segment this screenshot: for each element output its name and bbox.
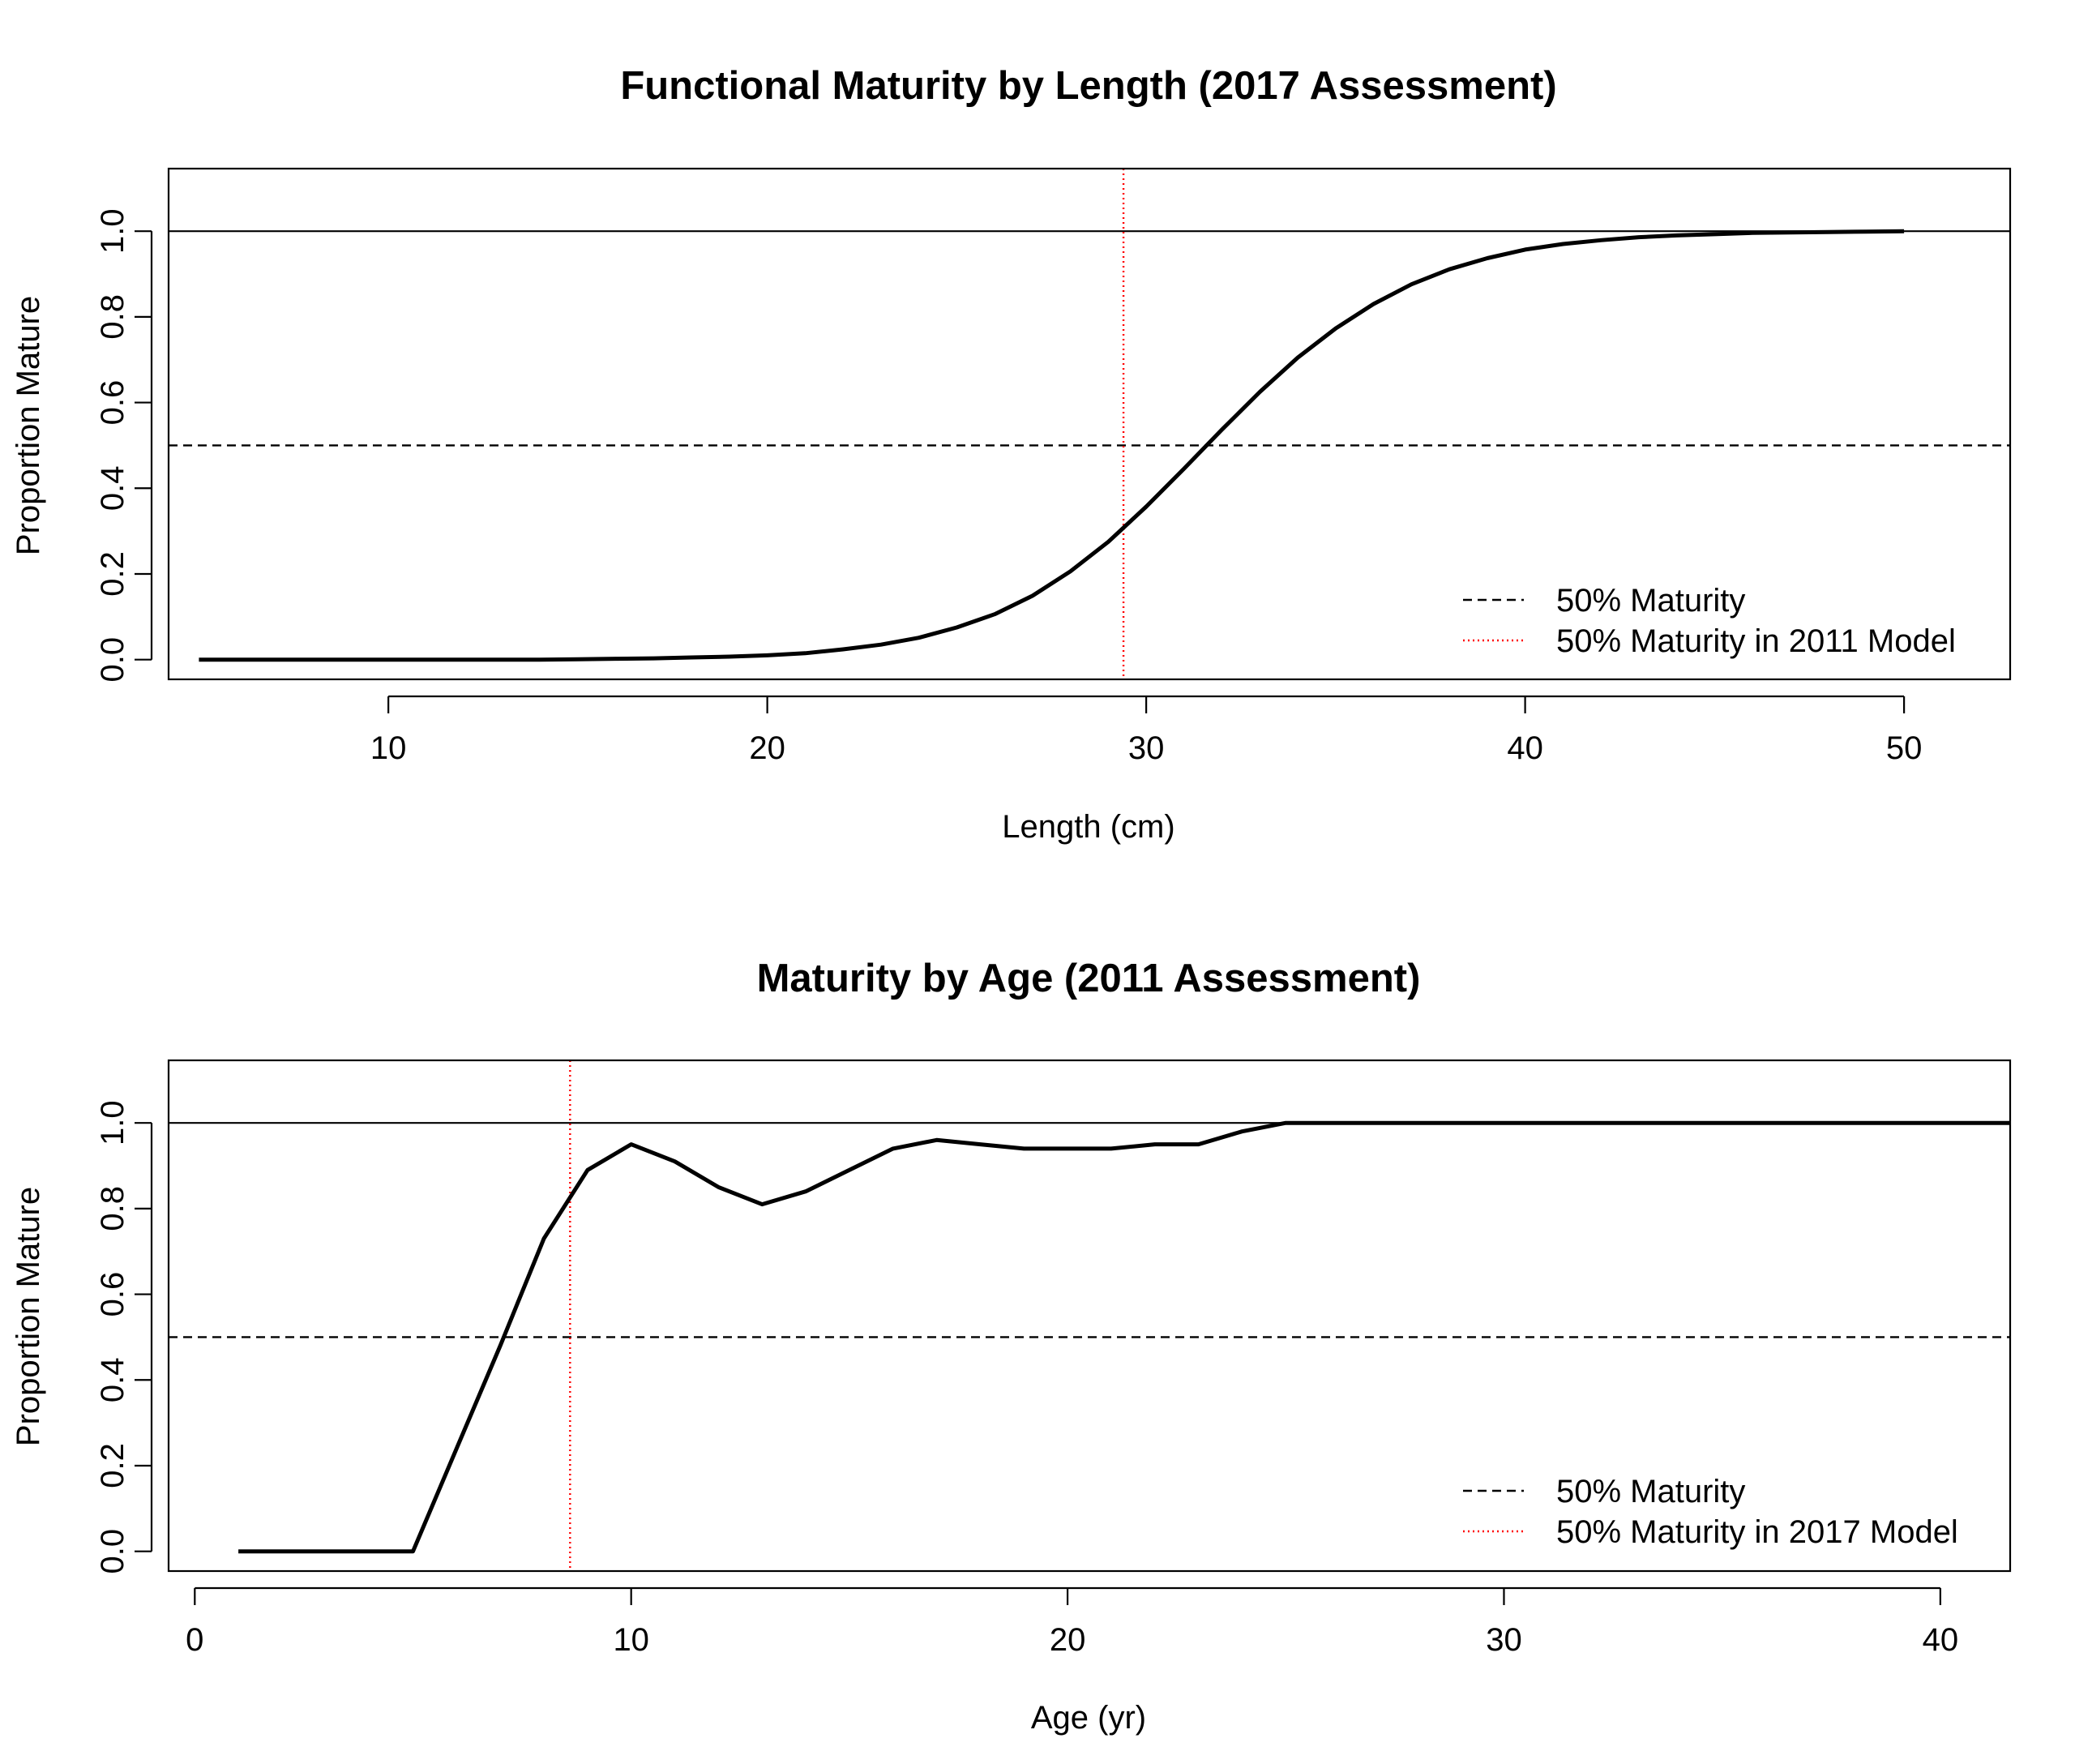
y-axis-label: Proportion Mature xyxy=(11,1187,46,1446)
y-tick-label: 0.0 xyxy=(95,1529,130,1574)
y-tick-label: 0.4 xyxy=(95,465,130,511)
plot-frame xyxy=(167,167,2012,681)
chart-title: Maturity by Age (2011 Assessment) xyxy=(757,957,1421,1000)
y-tick-label: 1.0 xyxy=(95,208,130,254)
chart-title: Functional Maturity by Length (2017 Asse… xyxy=(620,64,1556,108)
x-tick-label: 20 xyxy=(749,730,785,766)
length-maturity-panel: Functional Maturity by Length (2017 Asse… xyxy=(11,64,2012,845)
legend-label-dotted: 50% Maturity in 2017 Model xyxy=(1556,1514,1958,1550)
y-tick-label: 0.2 xyxy=(95,1443,130,1488)
y-tick-label: 0.2 xyxy=(95,551,130,597)
y-tick-label: 0.6 xyxy=(95,380,130,426)
x-tick-label: 0 xyxy=(186,1622,203,1658)
legend-label-dotted: 50% Maturity in 2011 Model xyxy=(1556,623,1956,659)
plot-frame xyxy=(167,1059,2012,1573)
y-tick-label: 1.0 xyxy=(95,1100,130,1145)
y-tick-label: 0.0 xyxy=(95,637,130,683)
plot-marks: 10 20 30 40 50 0.0 0.2 0.4 0.6 0.8 1.0 xyxy=(95,167,2012,766)
y-tick-label: 0.6 xyxy=(95,1272,130,1317)
legend-label-dashed: 50% Maturity xyxy=(1556,1474,1745,1509)
x-tick-label: 20 xyxy=(1050,1622,1086,1658)
x-tick-label: 30 xyxy=(1486,1622,1522,1658)
x-tick-label: 40 xyxy=(1923,1622,1959,1658)
legend: 50% Maturity 50% Maturity in 2011 Model xyxy=(1463,583,1956,659)
x-tick-label: 40 xyxy=(1507,730,1543,766)
maturity-curve xyxy=(238,1120,2010,1554)
x-tick-label: 50 xyxy=(1886,730,1923,766)
y-tick-label: 0.4 xyxy=(95,1357,130,1402)
x-axis-label: Length (cm) xyxy=(1002,809,1174,845)
x-tick-label: 30 xyxy=(1128,730,1165,766)
age-maturity-panel: Maturity by Age (2011 Assessment) Age (y… xyxy=(11,957,2012,1736)
legend-label-dashed: 50% Maturity xyxy=(1556,583,1745,619)
x-axis-label: Age (yr) xyxy=(1031,1700,1146,1736)
y-tick-label: 0.8 xyxy=(95,294,130,340)
plot-marks: 0 10 20 30 40 0.0 0.2 0.4 0.6 0.8 1.0 xyxy=(95,1059,2012,1658)
x-tick-label: 10 xyxy=(370,730,407,766)
y-tick-label: 0.8 xyxy=(95,1186,130,1231)
x-tick-label: 10 xyxy=(613,1622,649,1658)
maturity-curve xyxy=(199,229,1905,662)
legend: 50% Maturity 50% Maturity in 2017 Model xyxy=(1463,1474,1958,1550)
y-axis-label: Proportion Mature xyxy=(11,296,46,555)
